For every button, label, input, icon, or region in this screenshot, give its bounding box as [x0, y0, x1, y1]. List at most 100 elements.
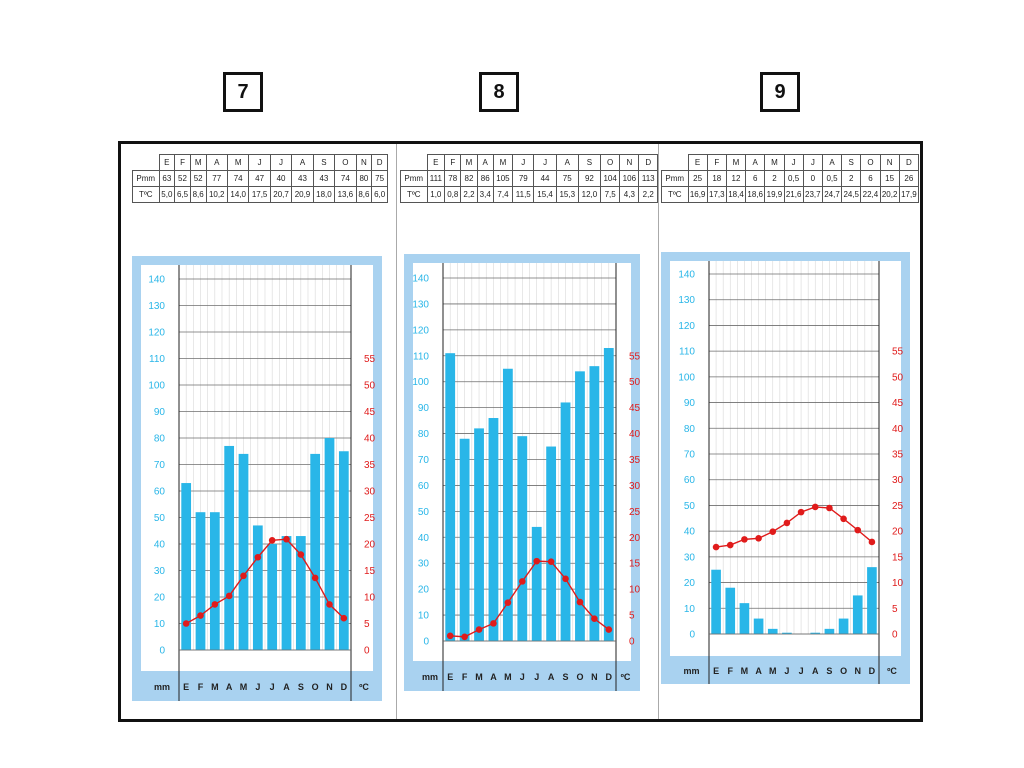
month-label: A: [548, 672, 555, 682]
climate-table: E F M A M J J A S O N D Pmm 63 52 52 77 74 47 40 43 43 74 80 75 T…: [132, 154, 388, 203]
precipitation-bar: [224, 445, 235, 650]
table-month-header: M: [189, 154, 207, 171]
table-month-header: E: [158, 154, 176, 171]
table-cell: 0,5: [783, 170, 804, 187]
table-cell: 2: [764, 170, 785, 187]
table-cell: 40: [269, 170, 293, 187]
table-cell: 17,5: [248, 186, 271, 203]
table-cell: 11,5: [512, 186, 535, 203]
table-row-header: Pmm: [400, 170, 428, 187]
left-axis-tick: 90: [154, 407, 166, 418]
table-cell: 104: [600, 170, 621, 187]
precipitation-bar: [252, 525, 263, 650]
left-axis-tick: 110: [413, 351, 429, 362]
table-month-header: E: [687, 154, 708, 171]
left-axis-tick: 0: [423, 637, 429, 648]
month-label: J: [799, 666, 804, 676]
table-cell: 78: [444, 170, 462, 187]
left-axis-tick: 130: [678, 295, 695, 306]
table-month-header: M: [226, 154, 250, 171]
table-cell: 13,6: [334, 186, 357, 203]
month-label: E: [447, 672, 453, 682]
table-cell: 74: [226, 170, 250, 187]
temperature-point: [533, 557, 541, 565]
table-cell: 17,3: [706, 186, 727, 203]
table-cell: 16,9: [687, 186, 708, 203]
precipitation-bar: [238, 453, 249, 650]
right-axis-tick: 5: [629, 611, 635, 622]
right-axis-tick: 5: [364, 619, 370, 630]
month-label: J: [255, 682, 260, 692]
month-label: M: [769, 666, 777, 676]
table-cell: 47: [248, 170, 271, 187]
table-month-header: M: [764, 154, 785, 171]
month-label: M: [504, 672, 512, 682]
temperature-point: [197, 612, 204, 619]
table-month-header: J: [269, 154, 293, 171]
left-axis-tick: 10: [154, 619, 166, 630]
temperature-point: [797, 508, 805, 516]
left-axis-tick: 50: [684, 501, 696, 512]
table-cell: 6,0: [371, 186, 388, 203]
right-axis-tick: 30: [892, 475, 904, 486]
table-month-header: O: [600, 154, 621, 171]
left-axis-tick: 140: [678, 270, 695, 281]
precipitation-bar: [546, 446, 557, 641]
precipitation-bar: [867, 567, 877, 634]
left-axis-tick: 0: [689, 630, 695, 641]
temperature-point: [562, 575, 569, 583]
table-cell: 77: [205, 170, 228, 187]
left-axis-tick: 30: [154, 566, 166, 577]
table-month-header: A: [476, 154, 494, 171]
month-label: J: [784, 666, 789, 676]
precipitation-bar: [310, 453, 321, 650]
month-label: A: [755, 666, 762, 676]
month-label: A: [283, 682, 290, 692]
month-label: J: [270, 682, 275, 692]
month-label: A: [226, 682, 233, 692]
temperature-point: [254, 553, 262, 561]
table-cell: 74: [334, 170, 357, 187]
right-axis-tick: 55: [892, 347, 904, 358]
table-cell: 6: [860, 170, 881, 187]
temperature-point: [741, 536, 748, 543]
table-cell: 2,2: [460, 186, 478, 203]
temperature-point: [826, 504, 833, 512]
table-corner: [132, 154, 160, 171]
precipitation-bar: [195, 512, 206, 650]
precipitation-bar: [181, 483, 192, 650]
table-cell: 1,0: [426, 186, 446, 203]
precipitation-bar: [739, 603, 750, 634]
month-label: J: [520, 672, 525, 682]
table-cell: 43: [312, 170, 336, 187]
month-label: D: [341, 682, 348, 692]
right-axis-tick: 50: [629, 377, 640, 388]
table-cell: 24,5: [841, 186, 862, 203]
table-cell: 15,4: [533, 186, 557, 203]
table-month-header: J: [533, 154, 557, 171]
precipitation-bar: [725, 587, 736, 634]
table-cell: 26: [898, 170, 920, 187]
temperature-point: [854, 526, 862, 534]
left-axis-tick: 120: [678, 321, 695, 332]
right-axis-tick: 45: [364, 407, 376, 418]
table-month-header: O: [334, 154, 357, 171]
table-month-header: J: [248, 154, 271, 171]
table-cell: 12: [725, 170, 747, 187]
right-axis-tick: 55: [629, 351, 640, 362]
table-cell: 0,8: [444, 186, 462, 203]
table-month-header: A: [291, 154, 314, 171]
table-cell: 106: [619, 170, 640, 187]
left-unit-label: mm: [154, 682, 170, 692]
table-month-header: D: [638, 154, 658, 171]
table-cell: 44: [533, 170, 557, 187]
table-month-header: F: [706, 154, 727, 171]
right-axis-tick: 35: [629, 455, 640, 466]
table-month-header: J: [512, 154, 535, 171]
table-month-header: E: [426, 154, 446, 171]
left-axis-tick: 20: [418, 585, 430, 596]
left-axis-tick: 40: [684, 527, 696, 538]
table-cell: 21,6: [783, 186, 804, 203]
right-axis-tick: 35: [892, 450, 904, 461]
month-label: F: [198, 682, 204, 692]
